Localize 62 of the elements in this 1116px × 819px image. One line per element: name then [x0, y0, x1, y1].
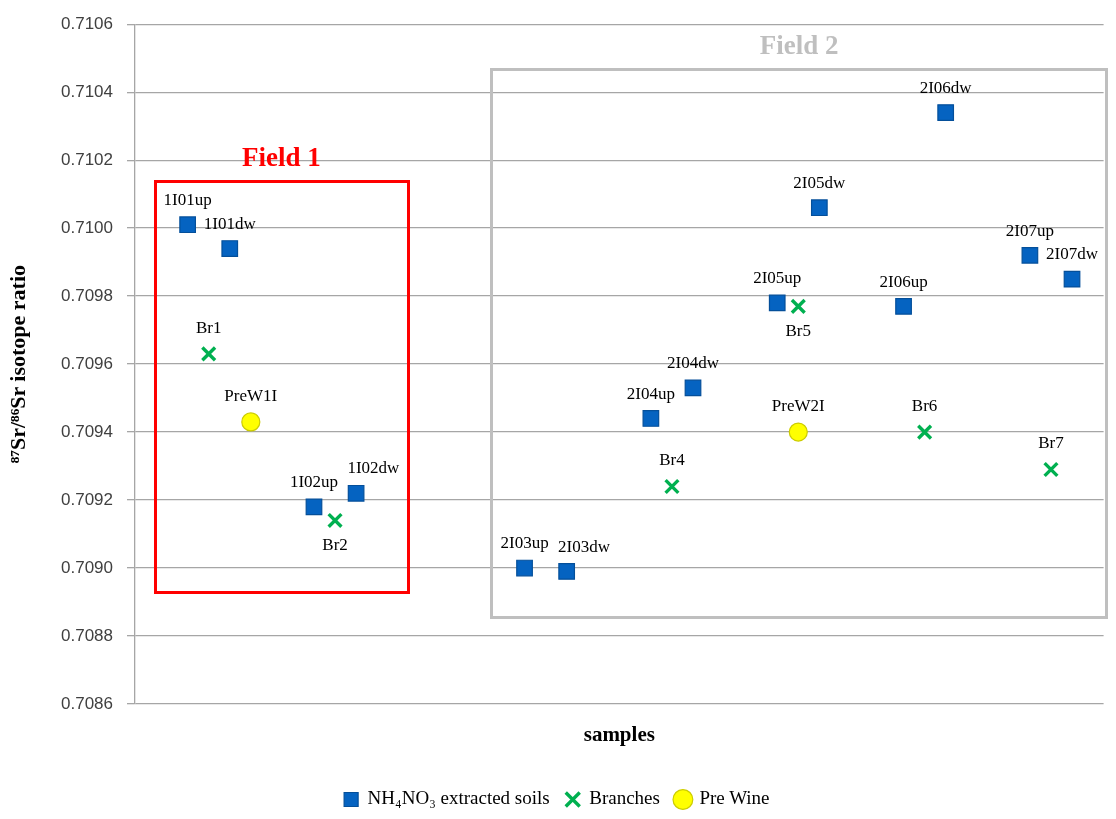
data-label: 2I05up	[753, 268, 802, 288]
legend-label: Branches	[589, 787, 660, 809]
point	[642, 410, 660, 427]
annotation: Field 1	[242, 141, 321, 172]
y-tick-label: 0.7090	[61, 557, 113, 577]
point	[937, 104, 955, 121]
y-tick-label: 0.7104	[61, 81, 113, 101]
point	[1063, 270, 1081, 288]
y-tick-label: 0.7098	[61, 285, 113, 305]
data-label: 1I01dw	[203, 213, 257, 233]
data-label: 2I07up	[1005, 220, 1054, 240]
point	[810, 199, 828, 217]
data-label: 1I02dw	[347, 458, 401, 478]
y-axis-title: ⁸⁷Sr/⁸⁶Sr isotope ratio	[4, 264, 30, 464]
y-tick-label: 0.7094	[61, 421, 113, 441]
data-label: 2I06up	[879, 271, 928, 291]
data-label: 2I04dw	[667, 353, 720, 373]
legend-label: NH₄NO₃ extracted soils	[367, 787, 550, 809]
data-label: 1I02up	[289, 472, 339, 492]
data-label: 2I03up	[500, 533, 549, 553]
point	[347, 484, 365, 502]
data-label: Br4	[659, 450, 686, 470]
point	[916, 424, 933, 441]
point	[179, 216, 197, 234]
data-label: 2I05dw	[793, 172, 847, 192]
data-label: 2I03dw	[557, 536, 611, 556]
x-axis-title: samples	[583, 721, 655, 746]
data-label: Br5	[785, 321, 812, 341]
point	[516, 559, 533, 577]
y-tick-label: 0.7096	[61, 353, 113, 373]
point	[1021, 246, 1039, 264]
data-label: 1I01up	[163, 189, 212, 209]
point	[768, 294, 786, 312]
point	[221, 240, 239, 257]
data-label: 2I04up	[626, 383, 675, 403]
point	[326, 512, 344, 529]
point	[788, 422, 808, 442]
y-tick-label: 0.7088	[61, 625, 113, 645]
data-label: 2I06dw	[919, 77, 973, 97]
data-label: Br6	[911, 396, 938, 416]
y-tick-label: 0.7086	[61, 693, 113, 713]
point	[790, 298, 807, 315]
point	[663, 478, 681, 495]
annotation: Field 2	[759, 29, 839, 60]
data-label: Br7	[1038, 433, 1065, 453]
data-label: Br2	[322, 535, 348, 555]
y-tick-label: 0.7092	[61, 489, 113, 509]
y-tick-label: 0.7106	[61, 13, 113, 33]
legend-label: Pre Wine	[699, 787, 770, 809]
point	[684, 379, 702, 397]
point	[200, 345, 217, 362]
data-label: PreW2I	[771, 396, 826, 416]
y-tick-label: 0.7100	[61, 217, 113, 237]
y-tick-label: 0.7102	[61, 149, 113, 169]
data-label: 2I07dw	[1046, 244, 1099, 264]
point	[558, 563, 576, 580]
point	[1042, 461, 1060, 478]
point	[305, 498, 323, 516]
data-label: PreW1I	[224, 385, 278, 405]
point	[895, 297, 912, 315]
point	[241, 412, 261, 432]
data-label: Br1	[195, 317, 222, 337]
